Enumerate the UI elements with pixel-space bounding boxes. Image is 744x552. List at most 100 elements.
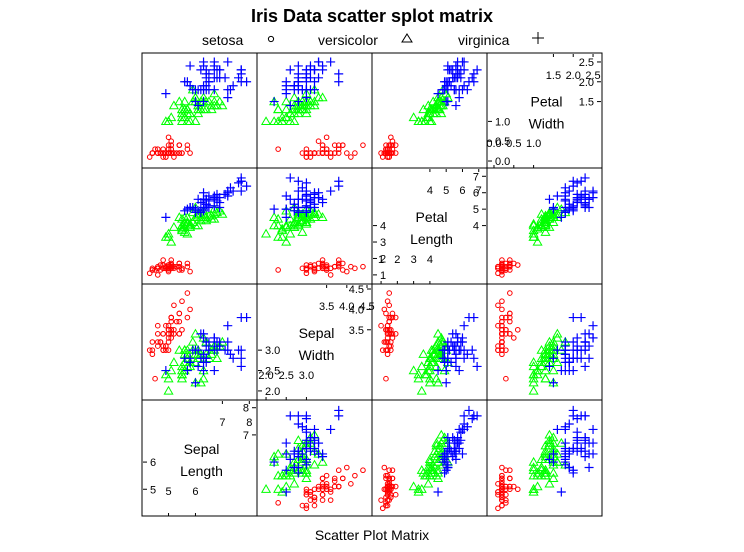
data-point-setosa: [303, 150, 310, 156]
data-point-setosa: [160, 343, 166, 349]
data-point-setosa: [303, 486, 310, 493]
data-point-setosa: [383, 502, 389, 509]
data-point-setosa: [378, 497, 384, 503]
data-point-virginica: [334, 181, 344, 191]
diagonal-variable-label: Petal: [416, 209, 448, 225]
data-point-setosa: [187, 268, 193, 275]
data-point-virginica: [314, 57, 324, 67]
data-point-setosa: [323, 262, 330, 268]
data-point-setosa: [303, 154, 310, 160]
data-point-setosa: [176, 318, 183, 325]
data-point-virginica: [293, 449, 303, 459]
data-point-setosa: [323, 481, 330, 487]
data-point-virginica: [456, 65, 466, 75]
data-point-virginica: [285, 194, 295, 204]
data-point-versicolor: [168, 222, 179, 231]
data-point-setosa: [165, 335, 172, 341]
data-point-virginica: [293, 176, 303, 186]
data-point-setosa: [154, 331, 161, 337]
data-point-setosa: [499, 481, 505, 487]
data-point-setosa: [514, 326, 521, 333]
data-point-setosa: [307, 154, 314, 160]
data-point-versicolor: [536, 344, 547, 354]
data-point-versicolor: [423, 478, 434, 488]
data-point-virginica: [281, 438, 291, 448]
data-point-versicolor: [260, 484, 272, 493]
data-point-virginica: [459, 419, 469, 429]
data-point-virginica: [548, 378, 558, 388]
data-point-virginica: [301, 186, 311, 196]
data-point-setosa: [165, 146, 172, 152]
tick-label: 1.0: [526, 138, 541, 150]
data-point-virginica: [223, 321, 233, 331]
data-point-setosa: [176, 150, 183, 156]
data-point-virginica: [269, 457, 279, 467]
data-point-versicolor: [426, 465, 437, 474]
data-point-versicolor: [273, 116, 284, 126]
data-point-virginica: [580, 198, 590, 208]
data-point-virginica: [223, 57, 233, 67]
data-point-setosa: [499, 257, 505, 263]
data-point-setosa: [392, 150, 399, 156]
data-point-setosa: [168, 326, 175, 333]
data-point-virginica: [310, 424, 319, 434]
data-point-setosa: [168, 146, 175, 152]
data-point-versicolor: [273, 213, 284, 223]
data-point-virginica: [289, 463, 299, 473]
data-point-virginica: [334, 405, 344, 415]
data-point-setosa: [327, 154, 334, 160]
tick-label: 3: [380, 237, 386, 249]
data-point-setosa: [154, 339, 161, 345]
data-point-setosa: [319, 486, 326, 493]
data-point-setosa: [323, 150, 330, 156]
tick-label: 1.5: [579, 97, 594, 109]
data-point-versicolor: [269, 220, 280, 230]
data-point-versicolor: [176, 225, 188, 235]
data-point-setosa: [495, 491, 501, 498]
data-point-setosa: [507, 310, 513, 317]
data-point-setosa: [499, 343, 505, 349]
data-point-setosa: [503, 483, 509, 490]
data-point-virginica: [568, 313, 578, 323]
data-point-setosa: [510, 483, 517, 490]
data-point-setosa: [499, 483, 505, 490]
data-point-virginica: [472, 361, 482, 371]
data-point-virginica: [580, 438, 590, 448]
tick-label: 1.5: [546, 70, 561, 82]
tick-label: 1.0: [495, 116, 510, 128]
data-point-versicolor: [293, 454, 304, 464]
data-point-setosa: [154, 146, 161, 152]
data-point-setosa: [352, 265, 358, 272]
tick-label: 4.5: [359, 301, 374, 313]
data-point-setosa: [510, 335, 517, 341]
data-point-setosa: [319, 481, 326, 487]
data-point-virginica: [196, 65, 206, 75]
data-point-setosa: [499, 351, 505, 358]
data-point-setosa: [495, 489, 501, 495]
tick-label: 1: [380, 270, 386, 282]
tick-label: 4: [473, 221, 479, 233]
data-point-setosa: [303, 491, 310, 498]
data-point-versicolor: [281, 467, 292, 477]
tick-label: 1: [378, 254, 384, 266]
data-point-setosa: [499, 262, 505, 268]
data-point-setosa: [392, 142, 399, 148]
data-point-virginica: [454, 424, 464, 434]
data-point-virginica: [289, 81, 299, 91]
data-point-setosa: [303, 265, 310, 272]
data-point-setosa: [171, 326, 177, 333]
data-point-virginica: [285, 411, 295, 421]
data-point-setosa: [323, 483, 330, 490]
data-point-setosa: [499, 494, 505, 501]
tick-label: 0.5: [495, 136, 510, 148]
data-point-virginica: [318, 198, 328, 208]
data-point-setosa: [388, 483, 394, 490]
data-point-setosa: [160, 257, 166, 263]
data-point-versicolor: [260, 228, 272, 238]
data-point-setosa: [275, 146, 281, 152]
data-point-virginica: [236, 353, 246, 363]
data-point-setosa: [275, 267, 281, 273]
data-point-versicolor: [273, 448, 284, 458]
data-point-setosa: [339, 267, 346, 273]
data-point-setosa: [165, 322, 172, 329]
